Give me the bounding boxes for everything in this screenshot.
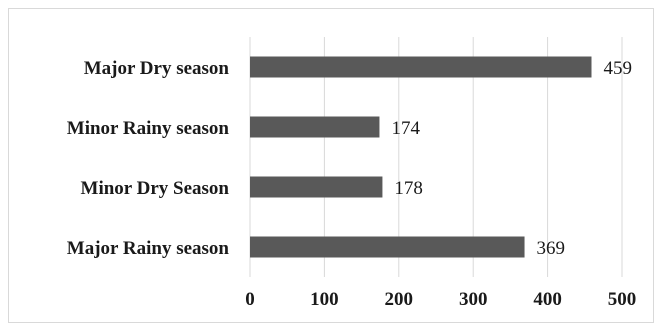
category-label: Major Rainy season [67, 238, 230, 259]
data-label: 369 [537, 238, 566, 259]
data-label: 174 [391, 118, 420, 139]
x-axis-tick-labels: 0 100 200 300 400 500 [245, 289, 636, 310]
category-labels: Major Dry season Minor Rainy season Minor … [67, 58, 230, 259]
x-tick-label: 300 [459, 289, 488, 310]
bar [250, 176, 383, 198]
bar [250, 116, 380, 138]
x-tick-label: 100 [310, 289, 339, 310]
x-tick-label: 200 [385, 289, 414, 310]
category-label: Major Dry season [84, 58, 230, 79]
bars [250, 56, 592, 258]
x-tick-label: 0 [245, 289, 255, 310]
x-tick-label: 500 [608, 289, 637, 310]
data-labels: 459 174 178 369 [391, 58, 632, 259]
x-tick-label: 400 [533, 289, 562, 310]
category-label: Minor Dry Season [81, 178, 230, 199]
bar [250, 56, 592, 78]
data-label: 459 [603, 58, 632, 79]
data-label: 178 [394, 178, 423, 199]
category-label: Minor Rainy season [67, 118, 230, 139]
bar [250, 236, 525, 258]
